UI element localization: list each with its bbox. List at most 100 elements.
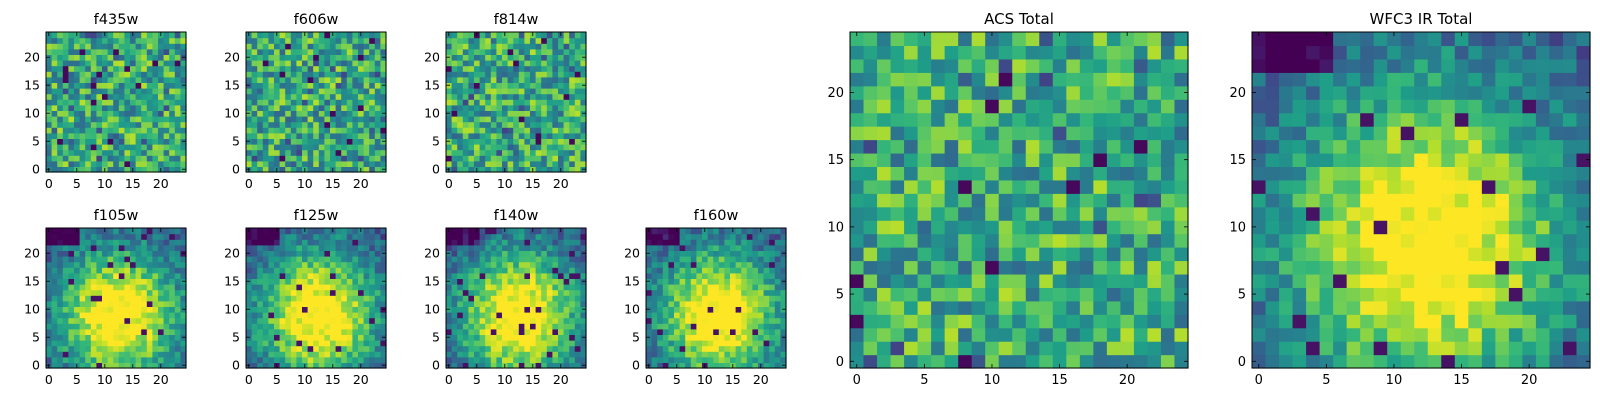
heatmap-cell: [563, 104, 570, 111]
heatmap-cell: [79, 127, 86, 134]
heatmap-cell: [251, 155, 258, 162]
heatmap-cell: [330, 345, 337, 352]
heatmap-cell: [674, 284, 681, 291]
heatmap-cell: [363, 295, 370, 302]
heatmap-cell: [457, 306, 464, 313]
heatmap-cell: [352, 295, 359, 302]
heatmap-cell: [257, 261, 264, 268]
heatmap-cell: [279, 278, 286, 285]
heatmap-cell: [958, 327, 973, 342]
heatmap-cell: [352, 166, 359, 173]
heatmap-cell: [774, 267, 781, 274]
heatmap-cell: [850, 233, 865, 248]
heatmap-cell: [290, 132, 297, 139]
heatmap-cell: [57, 261, 64, 268]
heatmap-cell: [474, 267, 481, 274]
heatmap-cell: [668, 278, 675, 285]
heatmap-cell: [152, 256, 159, 263]
heatmap-cell: [752, 295, 759, 302]
heatmap-cell: [724, 340, 731, 347]
heatmap-cell: [262, 82, 269, 89]
heatmap-cell: [268, 323, 275, 330]
y-tick-label: 20: [424, 50, 440, 65]
heatmap-cell: [850, 206, 865, 221]
heatmap-cell: [490, 132, 497, 139]
heatmap-cell: [1079, 193, 1094, 208]
heatmap-cell: [1066, 206, 1081, 221]
heatmap-cell: [998, 220, 1013, 235]
heatmap-cell: [474, 328, 481, 335]
heatmap-cell: [68, 284, 75, 291]
heatmap-cell: [662, 278, 669, 285]
heatmap-cell: [685, 351, 692, 358]
heatmap-cell: [180, 43, 187, 50]
heatmap-cell: [541, 127, 548, 134]
y-tick-label: 15: [224, 78, 240, 93]
heatmap-cell: [74, 289, 81, 296]
heatmap-cell: [96, 71, 103, 78]
heatmap-cell: [246, 351, 253, 358]
heatmap-cell: [374, 284, 381, 291]
heatmap-cell: [124, 144, 131, 151]
heatmap-cell: [546, 228, 553, 235]
heatmap-cell: [102, 345, 109, 352]
heatmap-cell: [541, 340, 548, 347]
heatmap-cell: [313, 88, 320, 95]
heatmap-cell: [85, 76, 92, 83]
heatmap-cell: [944, 166, 959, 181]
heatmap-cell: [558, 239, 565, 246]
heatmap-cell: [79, 32, 86, 39]
heatmap-cell: [369, 132, 376, 139]
heatmap-cell: [507, 127, 514, 134]
heatmap-cell: [251, 272, 258, 279]
heatmap-cell: [518, 239, 525, 246]
heatmap-cell: [490, 138, 497, 145]
heatmap-cell: [741, 362, 748, 369]
heatmap-cell: [552, 312, 559, 319]
heatmap-cell: [102, 300, 109, 307]
heatmap-cell: [257, 300, 264, 307]
heatmap-cell: [563, 132, 570, 139]
heatmap-cell: [763, 284, 770, 291]
heatmap-cell: [102, 306, 109, 313]
heatmap-cell: [279, 93, 286, 100]
heatmap-cell: [307, 289, 314, 296]
heatmap-cells: [246, 32, 387, 173]
heatmap-cell: [569, 82, 576, 89]
heatmap-cell: [302, 71, 309, 78]
heatmap-cell: [290, 250, 297, 257]
heatmap-cell: [563, 340, 570, 347]
heatmap-cell: [141, 272, 148, 279]
x-tick-label: 20: [353, 372, 369, 387]
heatmap-cell: [279, 228, 286, 235]
heatmap-cell: [462, 356, 469, 363]
heatmap-cell: [496, 244, 503, 251]
heatmap-cell: [490, 289, 497, 296]
heatmap-cell: [163, 71, 170, 78]
heatmap-cell: [563, 127, 570, 134]
axes-frame: [45, 227, 187, 369]
heatmap-cell: [113, 284, 120, 291]
heatmap-cell: [46, 323, 53, 330]
heatmap-cell: [96, 356, 103, 363]
heatmap-cell: [163, 144, 170, 151]
heatmap-cell: [574, 244, 581, 251]
heatmap-cell: [1066, 260, 1081, 275]
heatmap-cell: [569, 116, 576, 123]
heatmap-cell: [713, 356, 720, 363]
heatmap-cell: [107, 328, 114, 335]
heatmap-cell: [113, 250, 120, 257]
heatmap-cell: [524, 239, 531, 246]
heatmap-cells: [46, 32, 187, 173]
heatmap-cell: [57, 32, 64, 39]
heatmap-cell: [274, 43, 281, 50]
heatmap-cell: [730, 328, 737, 335]
heatmap-cell: [580, 345, 587, 352]
heatmap-cell: [102, 351, 109, 358]
heatmap-cell: [707, 334, 714, 341]
heatmap-cell: [735, 284, 742, 291]
heatmap-cell: [496, 250, 503, 257]
heatmap-cell: [135, 127, 142, 134]
heatmap-cell: [113, 328, 120, 335]
heatmap-cell: [152, 88, 159, 95]
